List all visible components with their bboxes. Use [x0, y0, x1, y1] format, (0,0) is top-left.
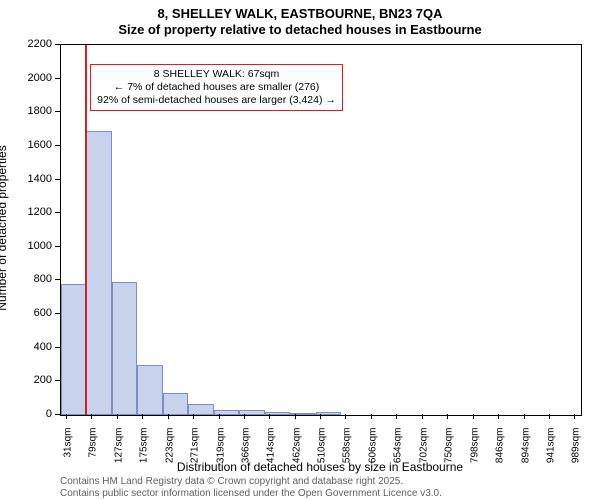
x-tick-mark	[117, 414, 118, 419]
x-tick-mark	[473, 414, 474, 419]
x-tick-mark	[524, 414, 525, 419]
chart-footer-attribution: Contains HM Land Registry data © Crown c…	[60, 476, 442, 500]
y-tick-mark	[55, 212, 60, 213]
x-tick-mark	[396, 414, 397, 419]
x-tick-label: 702sqm	[418, 428, 429, 478]
x-tick-mark	[498, 414, 499, 419]
y-tick-label: 400	[12, 341, 52, 353]
x-tick-mark	[574, 414, 575, 419]
histogram-bar	[112, 282, 137, 415]
y-tick-mark	[55, 313, 60, 314]
x-tick-label: 79sqm	[88, 428, 99, 478]
y-tick-mark	[55, 414, 60, 415]
x-tick-label: 846sqm	[495, 428, 506, 478]
y-tick-label: 800	[12, 273, 52, 285]
x-tick-mark	[295, 414, 296, 419]
x-tick-label: 223sqm	[164, 428, 175, 478]
y-tick-label: 1600	[12, 139, 52, 151]
x-tick-label: 31sqm	[62, 428, 73, 478]
x-tick-label: 510sqm	[317, 428, 328, 478]
annotation-line3: 92% of semi-detached houses are larger (…	[97, 94, 336, 107]
y-tick-mark	[55, 179, 60, 180]
x-tick-label: 654sqm	[393, 428, 404, 478]
y-tick-label: 600	[12, 307, 52, 319]
x-tick-label: 894sqm	[520, 428, 531, 478]
y-tick-mark	[55, 44, 60, 45]
x-tick-label: 750sqm	[444, 428, 455, 478]
x-tick-label: 319sqm	[215, 428, 226, 478]
footer-line2: Contains public sector information licen…	[60, 488, 442, 500]
x-tick-mark	[142, 414, 143, 419]
x-tick-label: 175sqm	[139, 428, 150, 478]
x-tick-label: 798sqm	[469, 428, 480, 478]
footer-line1: Contains HM Land Registry data © Crown c…	[60, 476, 442, 488]
x-tick-mark	[219, 414, 220, 419]
x-tick-label: 462sqm	[291, 428, 302, 478]
x-tick-label: 989sqm	[571, 428, 582, 478]
x-tick-mark	[320, 414, 321, 419]
x-tick-mark	[422, 414, 423, 419]
chart-plot-area: 8 SHELLEY WALK: 67sqm← 7% of detached ho…	[60, 44, 582, 416]
x-tick-label: 366sqm	[240, 428, 251, 478]
x-tick-mark	[371, 414, 372, 419]
histogram-bar	[163, 393, 188, 415]
x-tick-label: 127sqm	[113, 428, 124, 478]
x-tick-mark	[244, 414, 245, 419]
y-tick-mark	[55, 78, 60, 79]
annotation-box: 8 SHELLEY WALK: 67sqm← 7% of detached ho…	[90, 64, 343, 111]
x-tick-mark	[549, 414, 550, 419]
histogram-bar	[214, 410, 239, 415]
histogram-bar	[61, 284, 86, 415]
y-tick-mark	[55, 246, 60, 247]
annotation-line1: 8 SHELLEY WALK: 67sqm	[97, 68, 336, 81]
chart-title-line2: Size of property relative to detached ho…	[0, 22, 600, 37]
x-tick-label: 941sqm	[545, 428, 556, 478]
x-tick-mark	[66, 414, 67, 419]
y-tick-label: 0	[12, 408, 52, 420]
y-tick-mark	[55, 145, 60, 146]
chart-title-line1: 8, SHELLEY WALK, EASTBOURNE, BN23 7QA	[0, 6, 600, 21]
x-tick-mark	[193, 414, 194, 419]
histogram-bar	[137, 365, 162, 415]
y-tick-mark	[55, 380, 60, 381]
y-tick-mark	[55, 111, 60, 112]
x-tick-mark	[447, 414, 448, 419]
y-tick-label: 1800	[12, 105, 52, 117]
y-tick-label: 2200	[12, 38, 52, 50]
y-tick-mark	[55, 347, 60, 348]
annotation-line2: ← 7% of detached houses are smaller (276…	[97, 81, 336, 94]
x-tick-label: 271sqm	[190, 428, 201, 478]
y-tick-label: 200	[12, 374, 52, 386]
y-tick-label: 2000	[12, 72, 52, 84]
x-tick-label: 558sqm	[342, 428, 353, 478]
histogram-bar	[188, 404, 213, 415]
marker-line	[85, 45, 87, 415]
y-tick-label: 1200	[12, 206, 52, 218]
x-tick-mark	[91, 414, 92, 419]
histogram-bar	[86, 131, 111, 415]
x-tick-mark	[168, 414, 169, 419]
x-tick-mark	[345, 414, 346, 419]
y-tick-label: 1400	[12, 173, 52, 185]
x-tick-label: 414sqm	[266, 428, 277, 478]
x-tick-mark	[269, 414, 270, 419]
x-tick-label: 606sqm	[367, 428, 378, 478]
y-axis-label: Number of detached properties	[0, 128, 9, 328]
y-tick-mark	[55, 279, 60, 280]
y-tick-label: 1000	[12, 240, 52, 252]
